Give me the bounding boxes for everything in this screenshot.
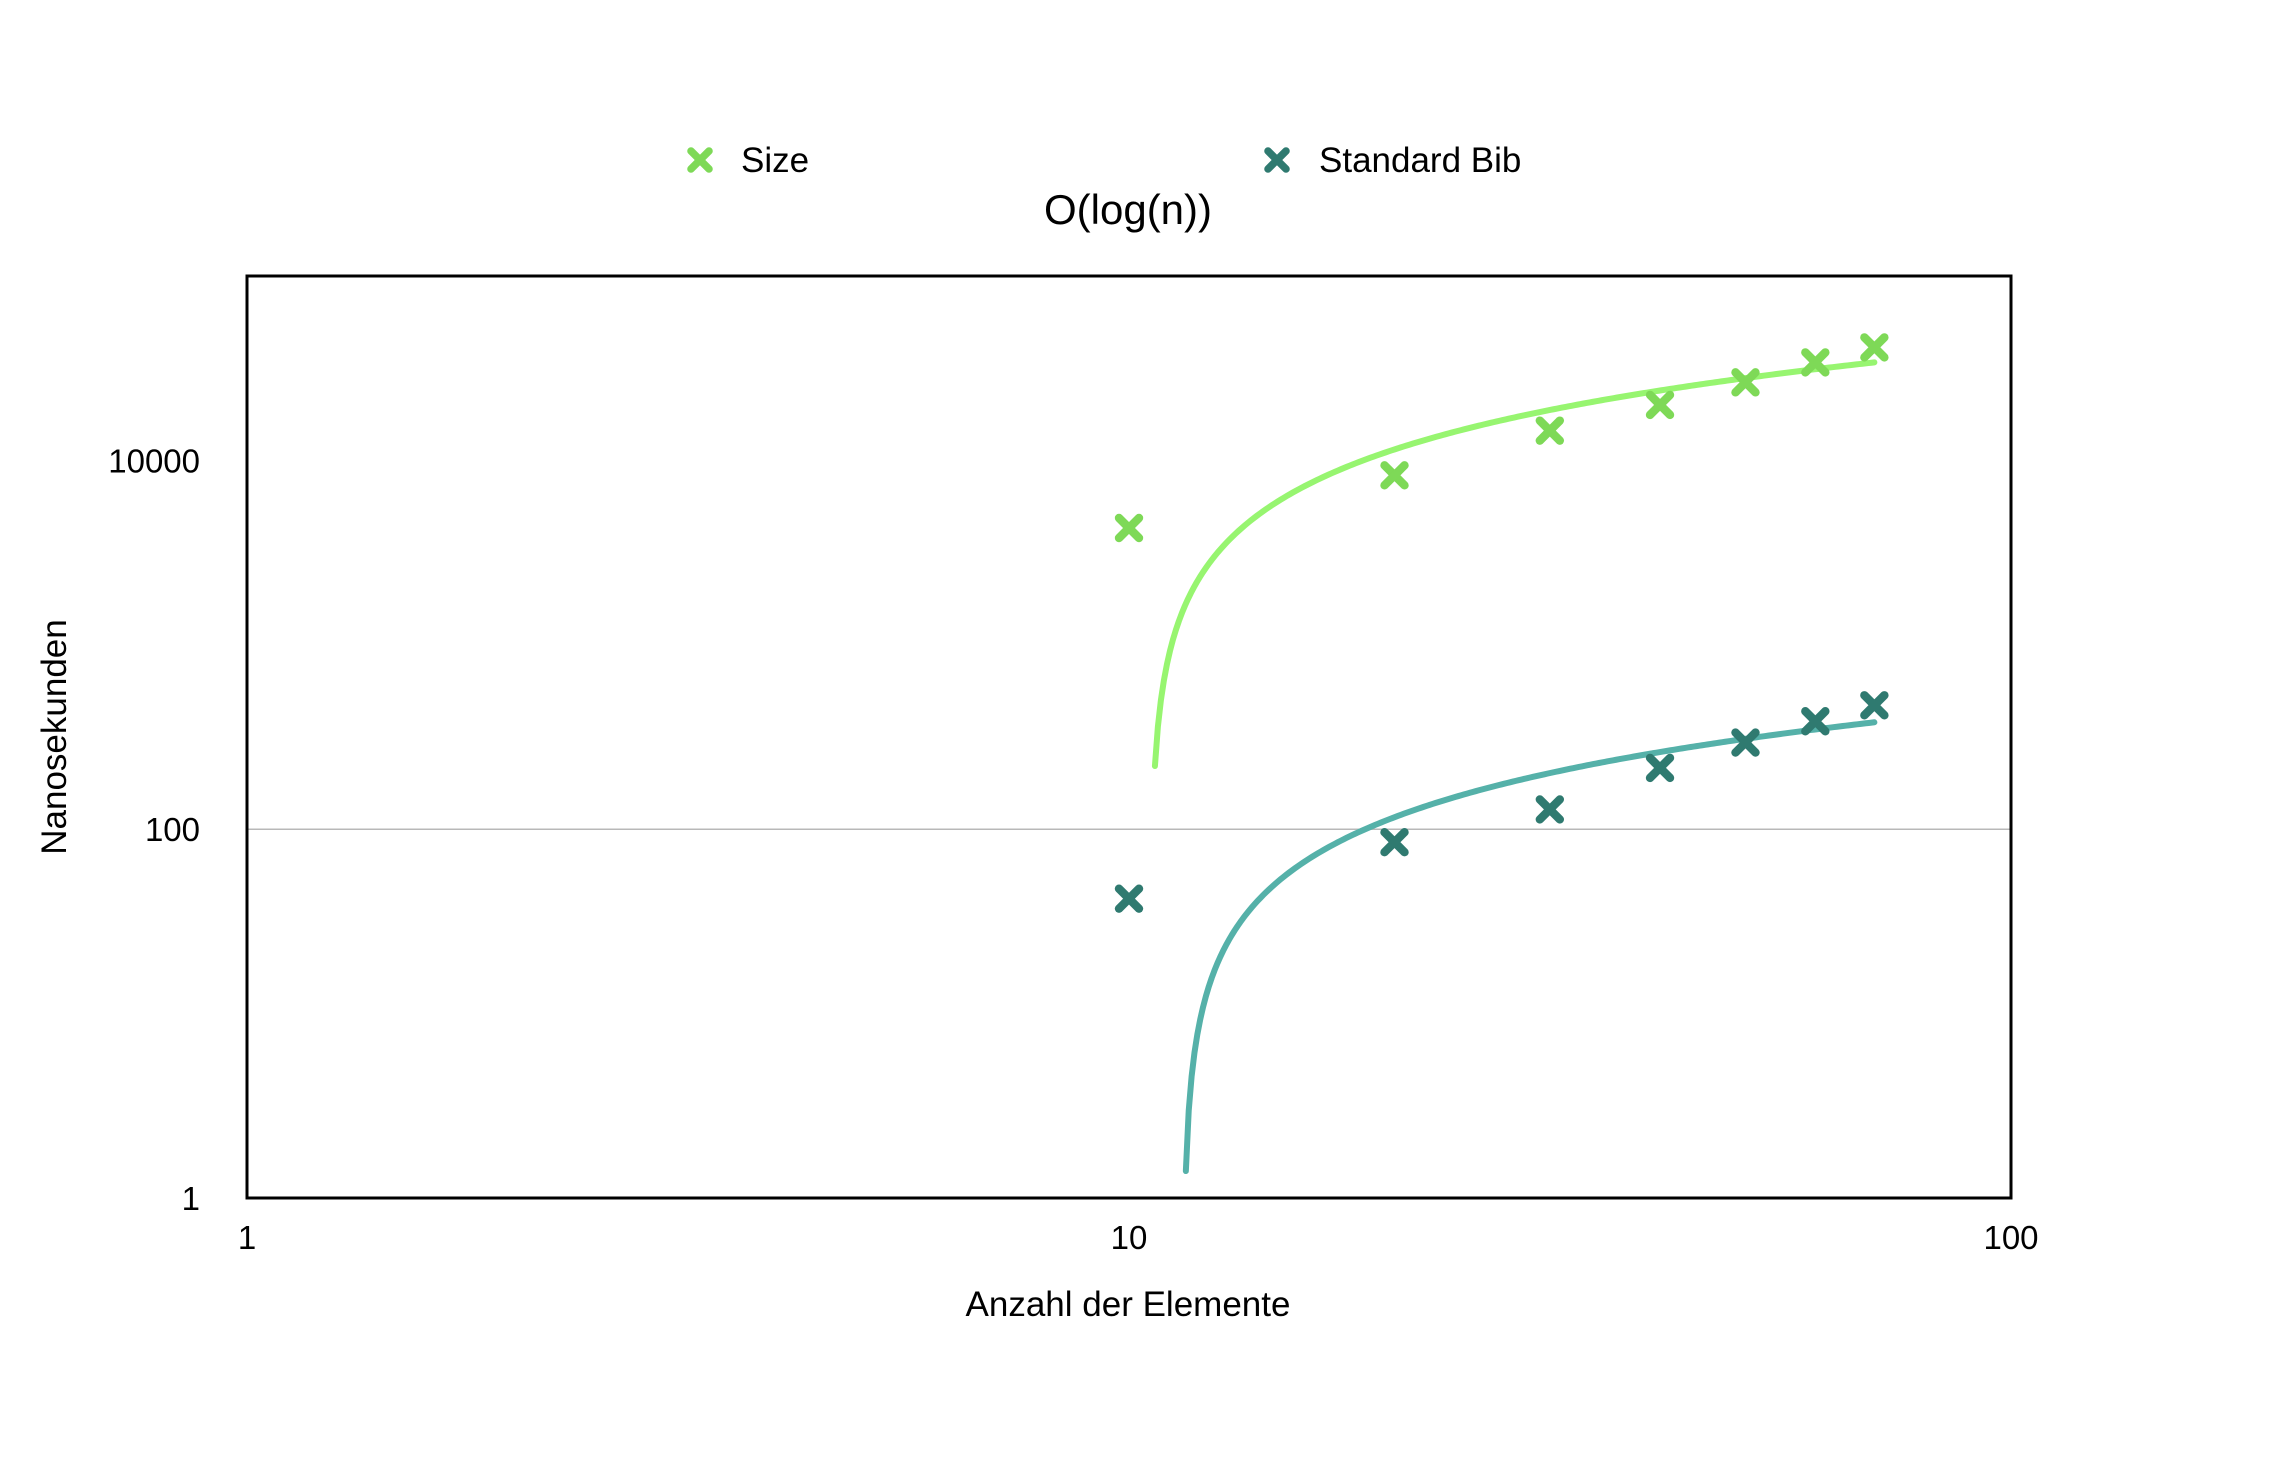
x-axis-label: Anzahl der Elemente [966,1285,1291,1324]
data-point-size [1380,461,1409,490]
y-tick-label-10000: 10000 [108,442,200,479]
data-point-size [1860,333,1889,362]
legend-x-icon-size [687,147,713,173]
x-axis-ticks: 1 10 100 [238,1219,2039,1256]
data-point-size [1114,513,1144,543]
y-tick-label-1: 1 [182,1180,200,1217]
data-points [1114,333,1889,913]
legend-marker-standard-bib [1264,147,1290,173]
data-point-standard-bib [1114,884,1144,913]
data-point-size [1801,348,1830,377]
data-point-standard-bib [1535,795,1565,824]
trendline-size [1151,359,1878,770]
trendlines [1151,359,1878,1175]
legend-x-icon-standard-bib [1264,147,1290,173]
x-tick-label-100: 100 [1983,1219,2038,1256]
legend-item-size: Size [687,141,809,180]
chart-title: O(log(n)) [1044,186,1212,233]
y-axis-ticks: 1 100 10000 [108,442,200,1217]
trendline-standard-bib [1182,719,1878,1175]
y-axis-label: Nanosekunden [35,619,74,854]
data-point-standard-bib [1645,753,1675,783]
data-point-size [1731,368,1760,397]
data-point-standard-bib [1801,707,1830,736]
y-tick-label-100: 100 [145,811,200,848]
x-tick-label-10: 10 [1111,1219,1148,1256]
legend: Size Standard Bib [687,141,1521,180]
legend-marker-size [687,147,713,173]
legend-label-size: Size [741,141,809,180]
data-point-size [1535,416,1565,445]
data-point-standard-bib [1860,691,1889,720]
plot-area-frame [245,274,2013,1200]
x-tick-label-1: 1 [238,1219,256,1256]
legend-label-standard-bib: Standard Bib [1319,141,1521,180]
data-point-standard-bib [1731,728,1760,757]
legend-item-standard-bib: Standard Bib [1264,141,1521,180]
data-point-standard-bib [1380,828,1409,857]
data-point-size [1645,390,1675,420]
